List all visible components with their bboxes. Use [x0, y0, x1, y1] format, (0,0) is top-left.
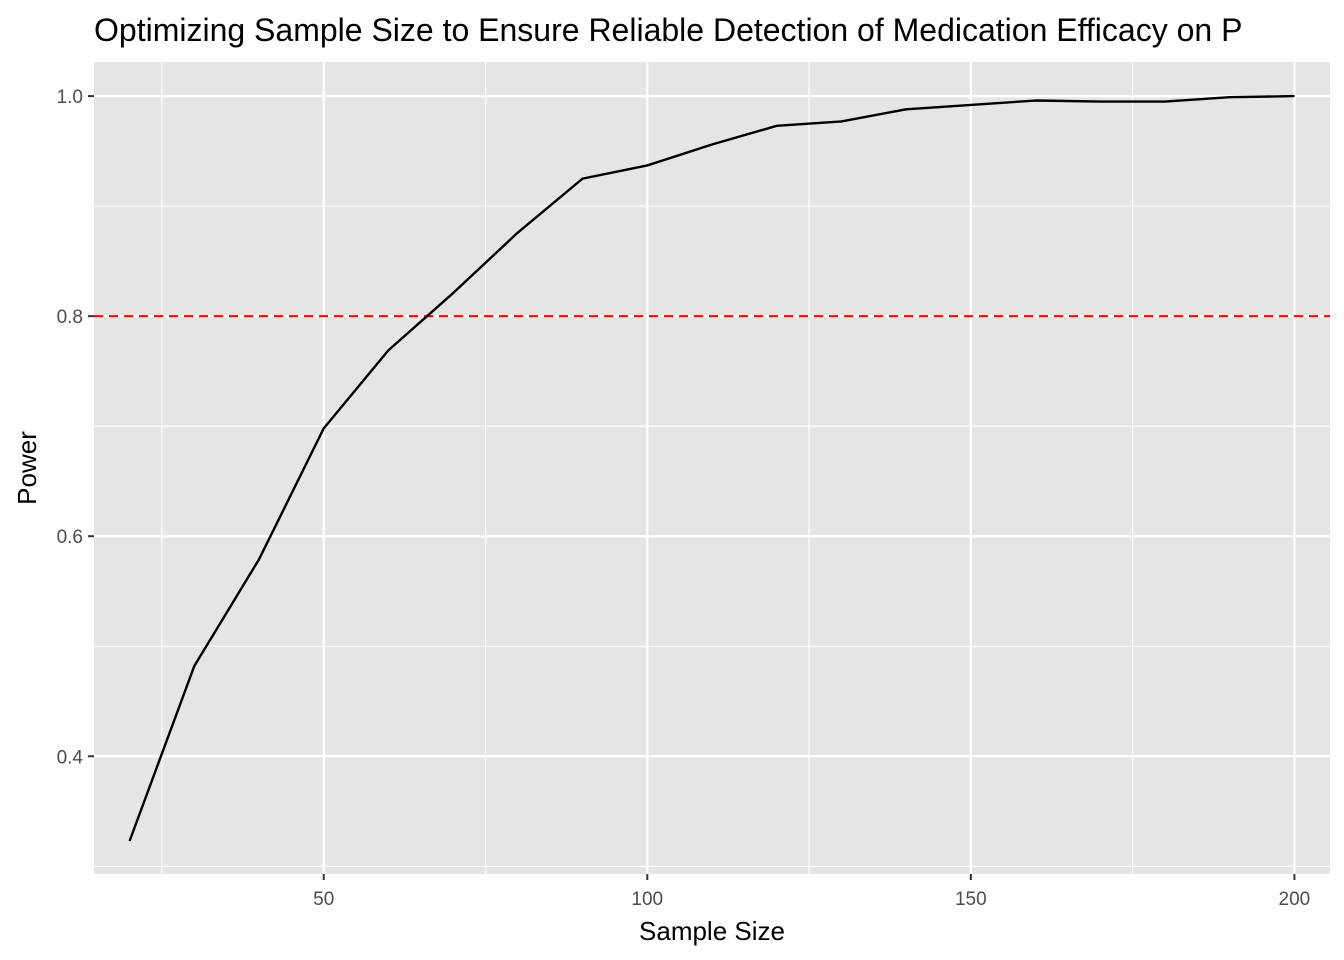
plot-panel [94, 62, 1330, 874]
y-tick-label: 0.4 [57, 747, 84, 768]
chart-title: Optimizing Sample Size to Ensure Reliabl… [94, 12, 1242, 48]
x-tick-label: 100 [631, 889, 663, 910]
power-curve-line [128, 94, 1295, 842]
x-axis: 50 100 150 200 [313, 874, 1310, 910]
y-axis-title: Power [12, 431, 42, 505]
y-tick-label: 0.6 [57, 527, 83, 548]
y-tick-label: 0.8 [57, 307, 83, 328]
x-tick-label: 50 [313, 889, 334, 910]
minor-gridlines [94, 62, 1330, 874]
x-tick-label: 150 [955, 889, 987, 910]
series-group [128, 94, 1295, 842]
major-gridlines [94, 62, 1330, 874]
y-axis: 0.4 0.6 0.8 1.0 [57, 87, 94, 768]
x-axis-title: Sample Size [639, 916, 785, 946]
x-tick-label: 200 [1279, 889, 1311, 910]
y-tick-label: 1.0 [57, 87, 83, 108]
